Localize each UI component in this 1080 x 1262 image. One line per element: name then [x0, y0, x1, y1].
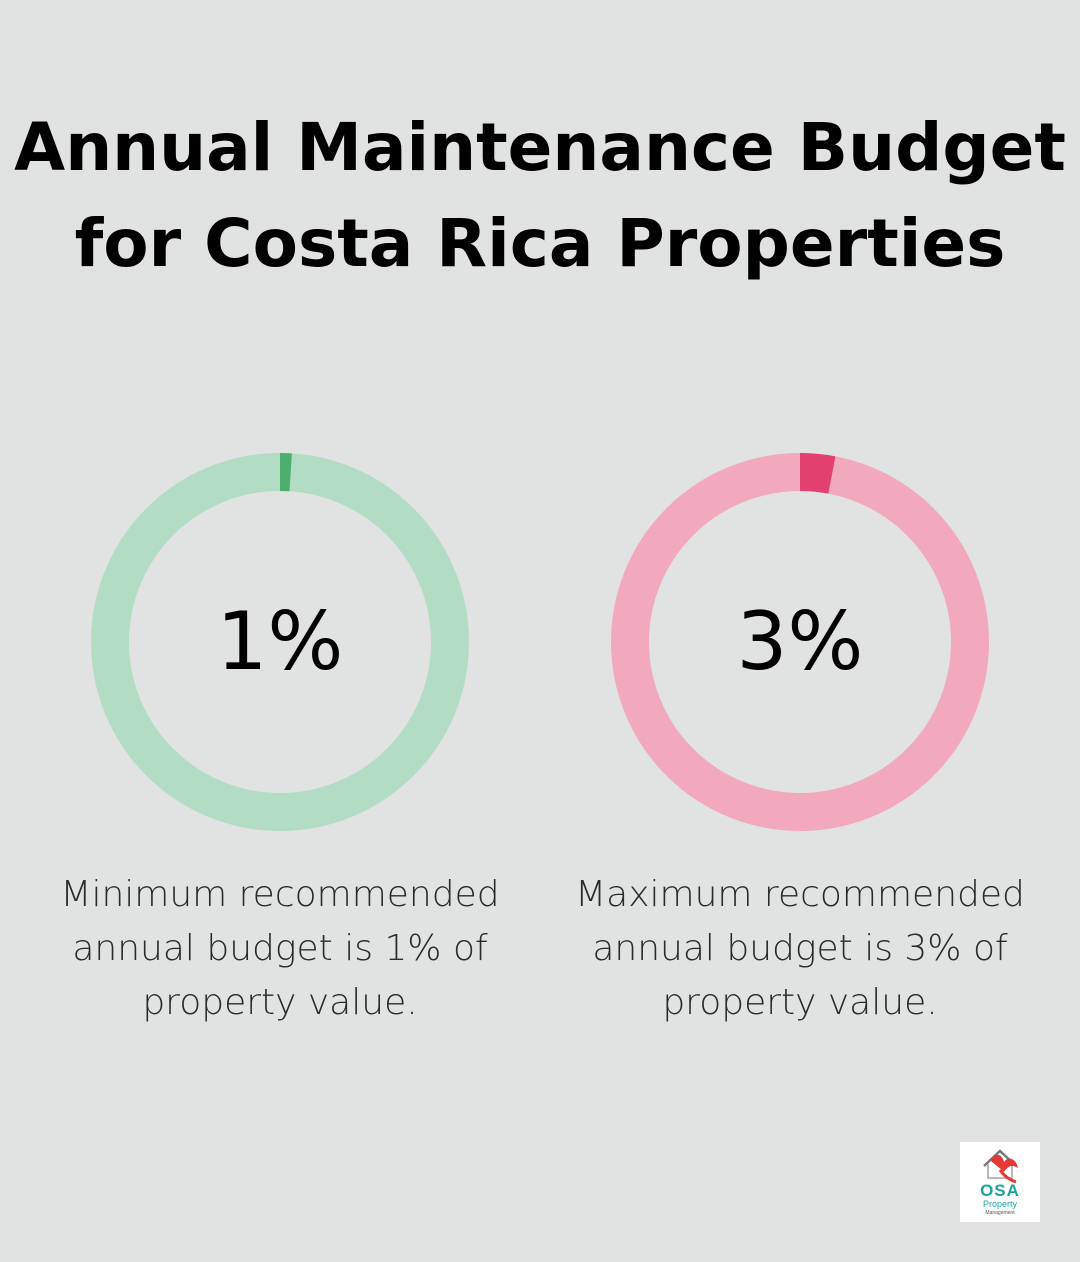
logo-line1: Property: [982, 1199, 1017, 1209]
donut-svg-minimum: [91, 453, 469, 831]
donut-value-maximum: 3%: [736, 595, 864, 688]
donut-segment-maximum: [799, 453, 836, 494]
caption-maximum: Maximum recommended annual budget is 3% …: [575, 874, 1025, 1023]
donut-chart-minimum: 1%: [90, 452, 470, 832]
osa-logo: OSA Property Management: [960, 1142, 1040, 1222]
page-title: Annual Maintenance Budget for Costa Rica…: [14, 109, 1066, 282]
caption-minimum: Minimum recommended annual budget is 1% …: [60, 874, 500, 1023]
logo-line2: Management: [985, 1210, 1015, 1216]
donut-chart-maximum: 3%: [610, 452, 990, 832]
house-bird-icon: [983, 1149, 1018, 1184]
logo-name: OSA: [980, 1181, 1020, 1200]
donut-svg-maximum: [611, 453, 989, 831]
donut-value-minimum: 1%: [216, 595, 344, 688]
